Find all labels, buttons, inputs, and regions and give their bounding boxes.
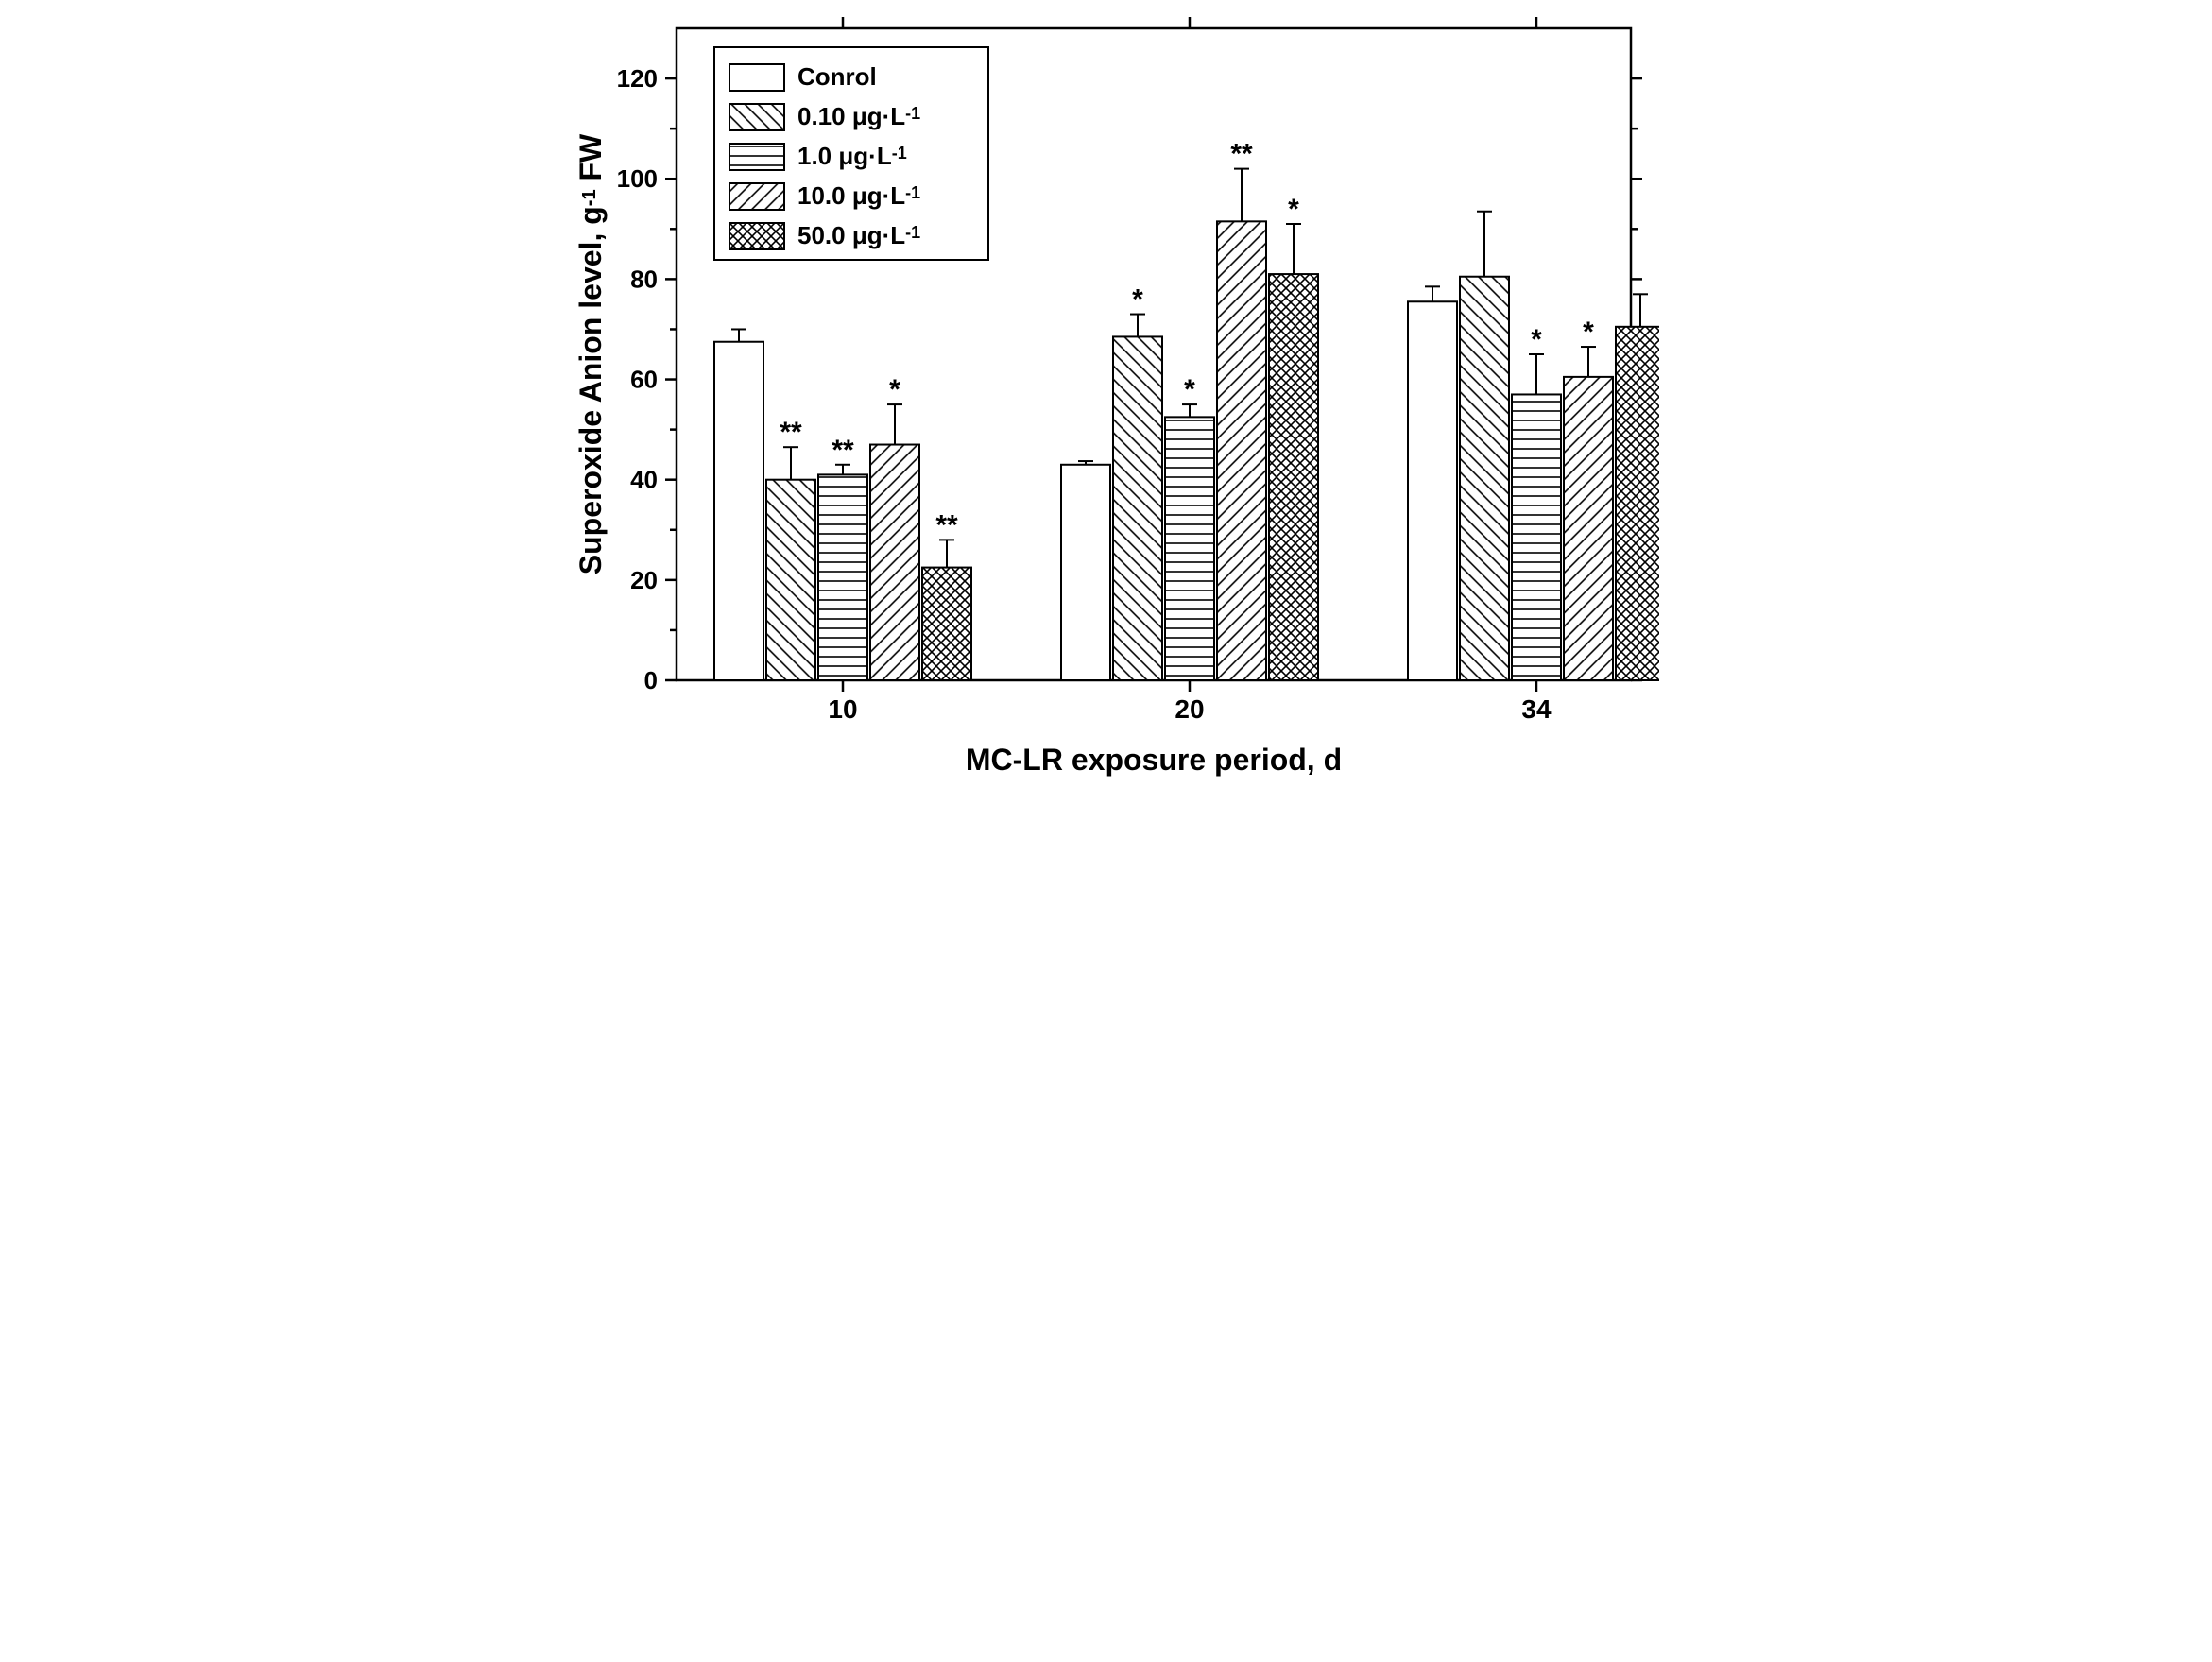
- significance-label: *: [1583, 317, 1594, 348]
- superoxide-anion-bar-chart: 020406080100120**************102034Super…: [554, 0, 1659, 831]
- bar-c50-20: [1269, 274, 1318, 680]
- significance-label: *: [1132, 284, 1143, 316]
- y-tick-label: 60: [630, 366, 658, 394]
- y-tick-label: 120: [616, 64, 657, 93]
- legend-swatch: [729, 104, 784, 130]
- legend-swatch: [729, 183, 784, 210]
- bar-c50-10: [922, 568, 971, 680]
- legend-label: Conrol: [797, 62, 877, 91]
- y-tick-label: 20: [630, 566, 658, 594]
- x-tick-label: 34: [1521, 694, 1552, 724]
- x-axis-title: MC-LR exposure period, d: [965, 743, 1341, 777]
- legend-label: 0.10 μg·L-1: [797, 102, 920, 130]
- bar-c010-10: [766, 480, 815, 680]
- y-axis-title: Superoxide Anion level, g-1 FW: [574, 133, 608, 574]
- bar-c1-34: [1512, 394, 1561, 680]
- legend-swatch: [729, 64, 784, 91]
- significance-label: **: [935, 509, 958, 540]
- legend-label: 1.0 μg·L-1: [797, 142, 907, 170]
- x-tick-label: 20: [1175, 694, 1204, 724]
- bar-c1-10: [818, 474, 867, 680]
- significance-label: *: [1288, 194, 1299, 225]
- y-tick-label: 40: [630, 466, 658, 494]
- bar-c10-34: [1564, 377, 1613, 680]
- bar-c010-34: [1460, 277, 1509, 680]
- bar-c010-20: [1113, 336, 1162, 680]
- y-tick-label: 0: [643, 666, 657, 694]
- significance-label: *: [1184, 374, 1195, 405]
- legend-label: 10.0 μg·L-1: [797, 181, 920, 210]
- legend-label: 50.0 μg·L-1: [797, 221, 920, 249]
- bar-control-34: [1408, 301, 1457, 680]
- x-tick-label: 10: [828, 694, 857, 724]
- bar-c50-34: [1616, 327, 1659, 680]
- bar-c10-20: [1217, 221, 1266, 680]
- y-tick-label: 80: [630, 265, 658, 293]
- bar-c1-20: [1165, 417, 1214, 680]
- bar-control-10: [714, 342, 763, 680]
- legend-swatch: [729, 144, 784, 170]
- chart-svg: 020406080100120**************102034Super…: [554, 0, 1659, 831]
- bar-control-20: [1061, 465, 1110, 680]
- significance-label: *: [1531, 324, 1542, 355]
- significance-label: **: [780, 417, 802, 448]
- significance-label: *: [889, 374, 900, 405]
- significance-label: **: [1230, 139, 1253, 170]
- significance-label: **: [832, 435, 854, 466]
- legend-swatch: [729, 223, 784, 249]
- y-tick-label: 100: [616, 164, 657, 193]
- bar-c10-10: [870, 445, 919, 680]
